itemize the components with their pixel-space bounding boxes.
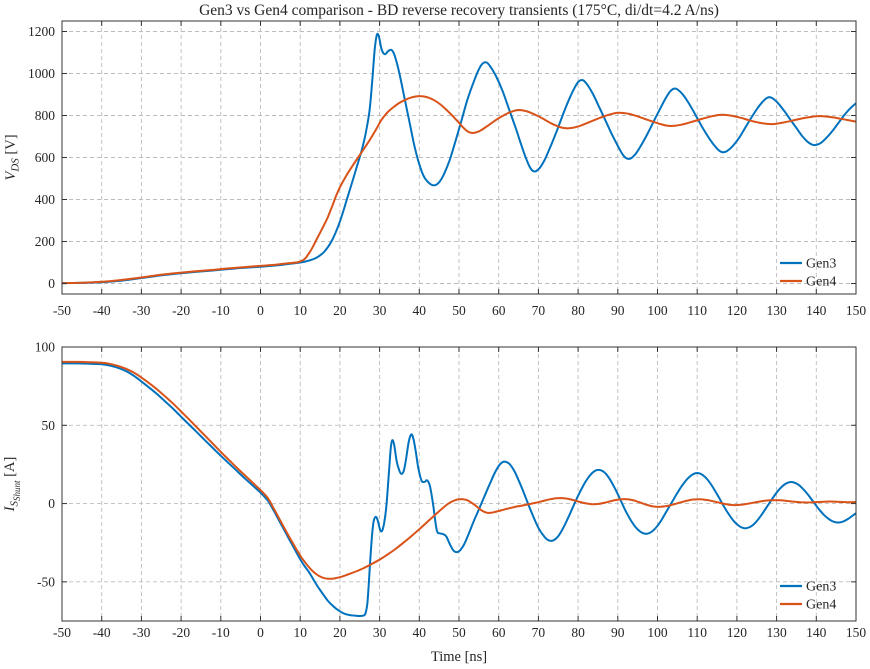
y-tick-label: 200	[35, 234, 56, 249]
y-tick-label: 100	[35, 340, 56, 355]
figure-title: Gen3 vs Gen4 comparison - BD reverse rec…	[199, 2, 719, 19]
vds-panel: -50 -40 -30 -20 -10 0 10 20 30 40 50 60 70 80 90 100 110…	[3, 20, 867, 318]
x-tick-label: 120	[727, 625, 748, 640]
x-tick-label: 80	[571, 625, 585, 640]
x-tick-label: 60	[492, 625, 506, 640]
legend-label-gen4: Gen4	[806, 275, 836, 290]
series-group	[62, 32, 856, 285]
curve-gen4-vds	[62, 95, 856, 285]
curve-gen3-vds	[62, 32, 856, 285]
x-tick-label: 40	[413, 625, 427, 640]
x-tick-label: 50	[452, 625, 466, 640]
x-tick-label: 0	[257, 303, 264, 318]
x-tick-label: 70	[532, 625, 546, 640]
x-tick-label: 30	[373, 303, 387, 318]
x-tick-label: 20	[333, 303, 347, 318]
y-tick-label: 800	[35, 108, 56, 123]
x-tick-label: -30	[132, 625, 150, 640]
x-tick-label: -50	[53, 625, 71, 640]
ishunt-panel: -50 -40 -30 -20 -10 0 10 20 30 40 50 60 70 80 90 100 110…	[2, 340, 866, 641]
y-tick-label: 400	[35, 192, 56, 207]
x-tick-label: 120	[727, 303, 748, 318]
x-tick-label: 130	[766, 303, 787, 318]
x-tick-label: 80	[571, 303, 585, 318]
y-axis-label-ishunt: ISShunt [A]	[2, 457, 22, 513]
y-tick-label: 50	[42, 418, 56, 433]
y-tick-label: 0	[48, 276, 55, 291]
x-tick-label: -20	[172, 303, 190, 318]
x-tick-label: 10	[293, 303, 307, 318]
x-tick-label: 90	[611, 303, 625, 318]
x-tick-label: 110	[687, 303, 707, 318]
x-tick-label: -20	[172, 625, 190, 640]
legend-label-gen3: Gen3	[806, 257, 836, 272]
legend: Gen3 Gen4	[780, 257, 836, 290]
x-tick-label: 0	[257, 625, 264, 640]
x-tick-label: -40	[93, 625, 111, 640]
legend-label-gen4: Gen4	[806, 598, 836, 613]
x-tick-label: 90	[611, 625, 625, 640]
x-tick-label: 50	[452, 303, 466, 318]
x-tick-label: 20	[333, 625, 347, 640]
x-tick-label: 70	[532, 303, 546, 318]
y-tick-label: -50	[37, 574, 55, 589]
y-tick-label: 600	[35, 150, 56, 165]
y-tick-label: 1200	[28, 24, 55, 39]
x-tick-label: 130	[766, 625, 787, 640]
x-tick-label: 10	[293, 625, 307, 640]
y-axis-label-vds: VDS [V]	[3, 134, 22, 180]
x-tick-label: 140	[806, 303, 827, 318]
x-tick-label: 60	[492, 303, 506, 318]
x-tick-label: 30	[373, 625, 387, 640]
x-tick-label: -50	[53, 303, 71, 318]
x-tick-label: 100	[647, 625, 668, 640]
x-tick-label: 150	[846, 625, 867, 640]
y-tick-label: 1000	[28, 66, 55, 81]
x-tick-label: 100	[647, 303, 668, 318]
x-tick-label: -40	[93, 303, 111, 318]
curve-gen3-ishunt	[62, 362, 856, 617]
series-group	[62, 360, 856, 617]
x-tick-label: -30	[132, 303, 150, 318]
x-axis-label: Time [ns]	[431, 649, 487, 665]
y-tick-label: 0	[48, 496, 55, 511]
x-tick-label: -10	[212, 303, 230, 318]
legend: Gen3 Gen4	[780, 580, 836, 613]
x-tick-label: 110	[687, 625, 707, 640]
x-tick-label: -10	[212, 625, 230, 640]
legend-label-gen3: Gen3	[806, 580, 836, 595]
curve-gen4-ishunt	[62, 360, 856, 580]
x-tick-label: 150	[846, 303, 867, 318]
x-tick-label: 140	[806, 625, 827, 640]
x-tick-label: 40	[413, 303, 427, 318]
